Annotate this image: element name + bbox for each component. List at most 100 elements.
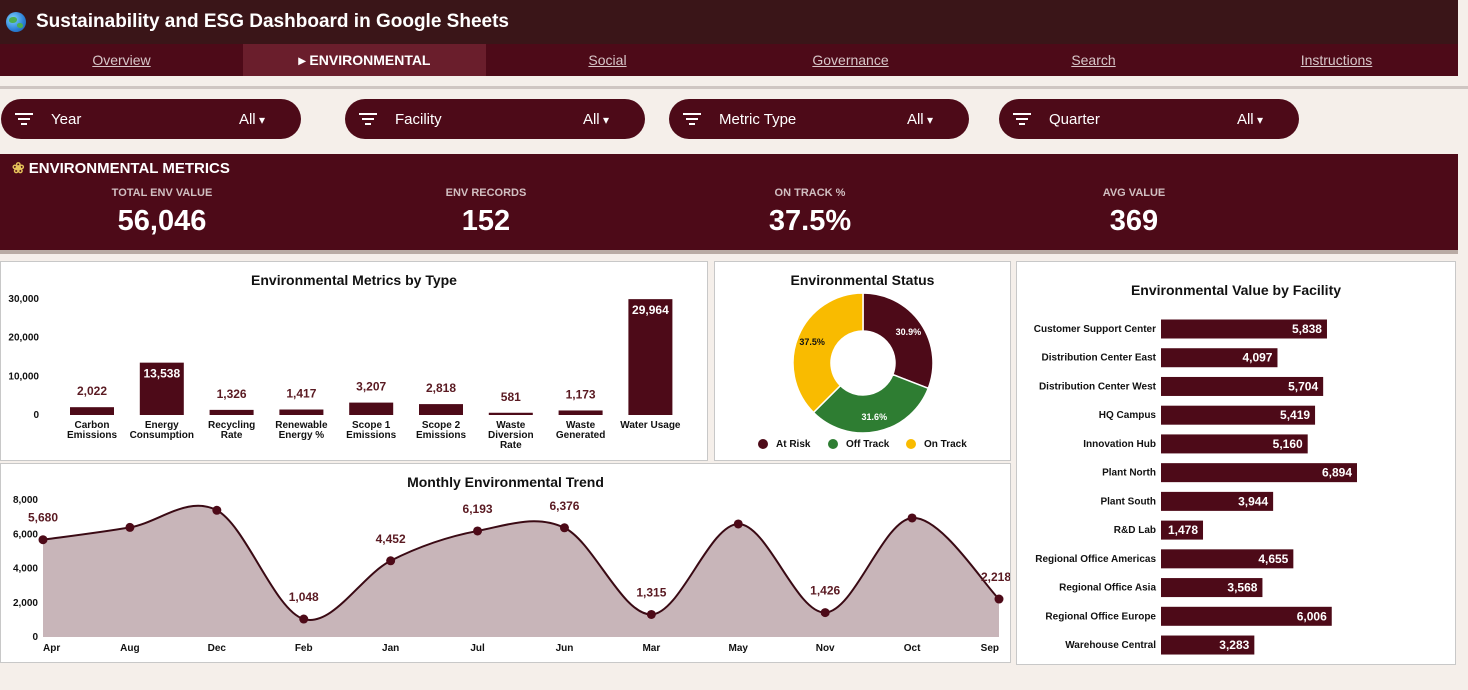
filter-label: Quarter bbox=[1049, 110, 1100, 128]
filter-facility[interactable]: Facility All bbox=[345, 99, 645, 139]
x-tick-label: Mar bbox=[642, 643, 660, 654]
x-tick-label: Jul bbox=[470, 643, 485, 654]
tab-bar: Overview ▸ ENVIRONMENTAL Social Governan… bbox=[0, 44, 1458, 76]
x-tick-label: Jun bbox=[556, 643, 574, 654]
bar bbox=[139, 362, 184, 415]
tab-instructions[interactable]: Instructions bbox=[1300, 52, 1373, 68]
y-tick-label: 20,000 bbox=[8, 333, 39, 344]
y-tick-label: HQ Campus bbox=[1099, 410, 1157, 421]
filter-metric-type[interactable]: Metric Type All bbox=[669, 99, 969, 139]
donut-slice bbox=[812, 373, 930, 434]
filter-year[interactable]: Year All bbox=[1, 99, 301, 139]
chart-environmental-status: Environmental Status 30.9% 31.6% 37.5% At R… bbox=[714, 261, 1011, 461]
data-label: 1,315 bbox=[636, 585, 666, 599]
data-label: 1,048 bbox=[289, 590, 319, 604]
kpi-label: TOTAL ENV VALUE bbox=[111, 187, 213, 199]
x-tick-label: Scope 1 Emissions bbox=[346, 420, 396, 441]
bar bbox=[1161, 376, 1324, 396]
y-tick-label: Regional Office Europe bbox=[1045, 611, 1156, 622]
x-tick-label: Scope 2 Emissions bbox=[416, 420, 466, 441]
tab-overview[interactable]: Overview bbox=[92, 52, 151, 68]
donut-slice bbox=[862, 292, 934, 390]
tab-environmental[interactable]: ▸ ENVIRONMENTAL bbox=[243, 44, 486, 76]
bar bbox=[1161, 463, 1357, 483]
x-tick-label: Nov bbox=[816, 643, 835, 654]
kpi-value: 56,046 bbox=[117, 205, 207, 237]
bar-value-label: 6,894 bbox=[1322, 466, 1352, 480]
data-label: 4,452 bbox=[376, 532, 406, 546]
kpi-value: 152 bbox=[461, 205, 511, 237]
data-point bbox=[125, 522, 135, 532]
chart-title: Monthly Environmental Trend bbox=[407, 474, 604, 490]
filter-dropdown[interactable]: All bbox=[583, 111, 609, 128]
bar bbox=[1161, 491, 1274, 511]
bar-value-label: 3,568 bbox=[1227, 581, 1257, 595]
bar bbox=[1161, 606, 1332, 626]
data-point bbox=[646, 609, 656, 619]
donut-chart: 30.9% 31.6% 37.5% At Risk Off Track On Track bbox=[758, 292, 967, 450]
bar-value-label: 6,006 bbox=[1297, 609, 1327, 623]
bar-value-label: 1,173 bbox=[566, 387, 596, 401]
y-tick-label: 0 bbox=[33, 410, 39, 421]
kpi-on-track: ON TRACK % 37.5% bbox=[650, 187, 970, 238]
data-point bbox=[994, 594, 1004, 604]
kpi-env-records: ENV RECORDS 152 bbox=[326, 187, 646, 238]
data-point bbox=[386, 556, 396, 566]
leaf-icon: ❀ bbox=[12, 160, 25, 177]
x-tick-label: Feb bbox=[295, 643, 313, 654]
x-tick-label: Recycling Rate bbox=[208, 420, 255, 441]
metrics-heading-text: ENVIRONMENTAL METRICS bbox=[28, 160, 230, 177]
bar bbox=[1161, 319, 1327, 339]
kpi-value: 37.5% bbox=[768, 205, 852, 237]
kpi-total-env-value: TOTAL ENV VALUE 56,046 bbox=[2, 187, 322, 238]
filter-dropdown[interactable]: All bbox=[239, 111, 265, 128]
bar-value-label: 5,838 bbox=[1292, 322, 1322, 336]
data-label: 1,426 bbox=[810, 584, 840, 598]
filter-dropdown[interactable]: All bbox=[1237, 111, 1263, 128]
data-label: 2,218 bbox=[981, 570, 1010, 584]
bar bbox=[1161, 549, 1294, 569]
page-title: Sustainability and ESG Dashboard in Goog… bbox=[36, 11, 509, 32]
bar-value-label: 3,944 bbox=[1238, 494, 1268, 508]
tab-search[interactable]: Search bbox=[1071, 52, 1116, 68]
bar bbox=[558, 410, 603, 415]
x-tick-label: Aug bbox=[120, 643, 139, 654]
chart-metrics-by-type: Environmental Metrics by Type 30,000 20,0… bbox=[0, 261, 708, 461]
metrics-heading: ❀ ENVIRONMENTAL METRICS bbox=[12, 159, 230, 177]
filter-icon bbox=[359, 113, 377, 125]
kpi-value: 369 bbox=[1109, 205, 1159, 237]
data-point bbox=[473, 526, 483, 536]
tab-governance[interactable]: Governance bbox=[812, 52, 889, 68]
legend-swatch bbox=[906, 439, 916, 449]
filter-quarter[interactable]: Quarter All bbox=[999, 99, 1299, 139]
data-point bbox=[299, 614, 309, 624]
legend-label: On Track bbox=[924, 439, 967, 450]
metrics-banner: ❀ ENVIRONMENTAL METRICS TOTAL ENV VALUE … bbox=[0, 154, 1458, 254]
filter-label: Facility bbox=[395, 110, 442, 128]
bar-value-label: 3,207 bbox=[356, 380, 386, 394]
kpi-label: AVG VALUE bbox=[1102, 187, 1166, 199]
x-tick-label: Jan bbox=[382, 643, 399, 654]
tab-social[interactable]: Social bbox=[588, 52, 627, 68]
data-label: 5,680 bbox=[28, 511, 58, 525]
bar bbox=[1161, 520, 1204, 540]
kpi-label: ENV RECORDS bbox=[445, 187, 527, 199]
chart-value-by-facility: Environmental Value by Facility Customer… bbox=[1016, 261, 1456, 665]
y-tick-label: 30,000 bbox=[8, 294, 39, 305]
y-tick-label: Regional Office Asia bbox=[1059, 583, 1156, 594]
kpi-label: ON TRACK % bbox=[774, 187, 846, 199]
x-tick-label: Water Usage bbox=[620, 420, 681, 431]
y-tick-label: Innovation Hub bbox=[1083, 439, 1156, 450]
bar-value-label: 4,655 bbox=[1258, 552, 1288, 566]
y-tick-label: R&D Lab bbox=[1114, 525, 1156, 536]
bar-value-label: 5,704 bbox=[1288, 379, 1318, 393]
bar bbox=[1161, 348, 1278, 368]
filter-dropdown[interactable]: All bbox=[907, 111, 933, 128]
y-tick-label: 2,000 bbox=[13, 598, 38, 609]
chart-monthly-trend: Monthly Environmental Trend 8,000 6,000 4,… bbox=[0, 463, 1011, 663]
y-tick-label: Distribution Center West bbox=[1039, 381, 1157, 392]
y-tick-label: Warehouse Central bbox=[1065, 640, 1156, 651]
bar-value-label: 1,326 bbox=[217, 387, 247, 401]
bar bbox=[349, 402, 394, 415]
bar bbox=[279, 409, 324, 415]
